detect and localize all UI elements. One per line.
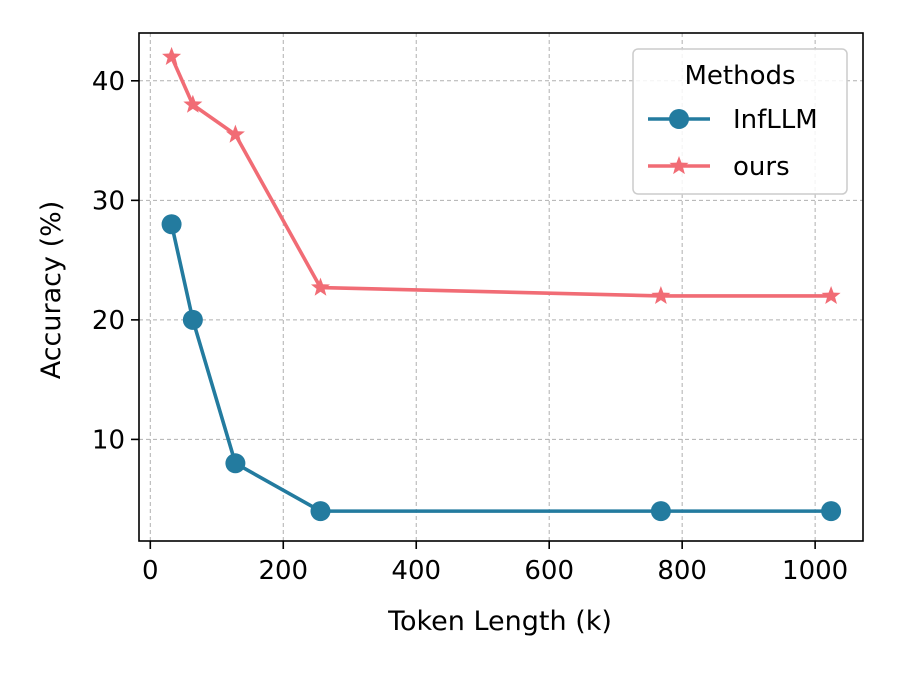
x-axis: 0 200 400 600 800 1000 [142,541,848,586]
data-point [182,309,203,330]
x-tick-label: 1000 [782,556,848,586]
series-layer [161,46,842,522]
x-tick-label: 200 [258,556,308,586]
series-ours [162,46,841,305]
plot-frame [138,32,864,542]
data-point [821,285,841,305]
data-point [310,277,331,296]
data-point [821,501,842,522]
data-point [162,46,182,65]
data-point [225,453,246,474]
data-point [183,94,203,113]
data-point [225,124,245,143]
data-point [161,214,182,235]
x-tick-label: 600 [524,556,574,586]
x-axis-label: Token Length (k) [387,606,612,637]
y-axis-label: Accuracy (%) [36,201,67,380]
y-tick-label: 30 [92,186,125,216]
series-line [169,56,832,298]
legend-label: ours [733,152,790,182]
legend: Methods InfLLM ours [632,48,848,195]
y-tick-label: 10 [92,425,125,455]
series-infllm [161,214,842,522]
data-point [650,501,671,522]
legend-entry: ours [648,152,790,182]
legend-label: InfLLM [733,105,818,135]
legend-box [632,48,848,195]
x-tick-label: 800 [657,556,707,586]
x-tick-label: 0 [142,556,159,586]
series-line [169,223,832,513]
legend-entries: InfLLM ours [648,105,818,182]
legend-marker [669,109,689,129]
data-point [310,501,331,522]
legend-marker [669,156,689,175]
y-tick-label: 40 [92,67,125,97]
data-point [651,285,671,305]
legend-entry: InfLLM [648,105,818,135]
y-axis: 10 20 30 40 [92,67,139,455]
y-tick-label: 20 [92,306,125,336]
x-tick-label: 400 [391,556,441,586]
legend-title: Methods [684,61,795,91]
